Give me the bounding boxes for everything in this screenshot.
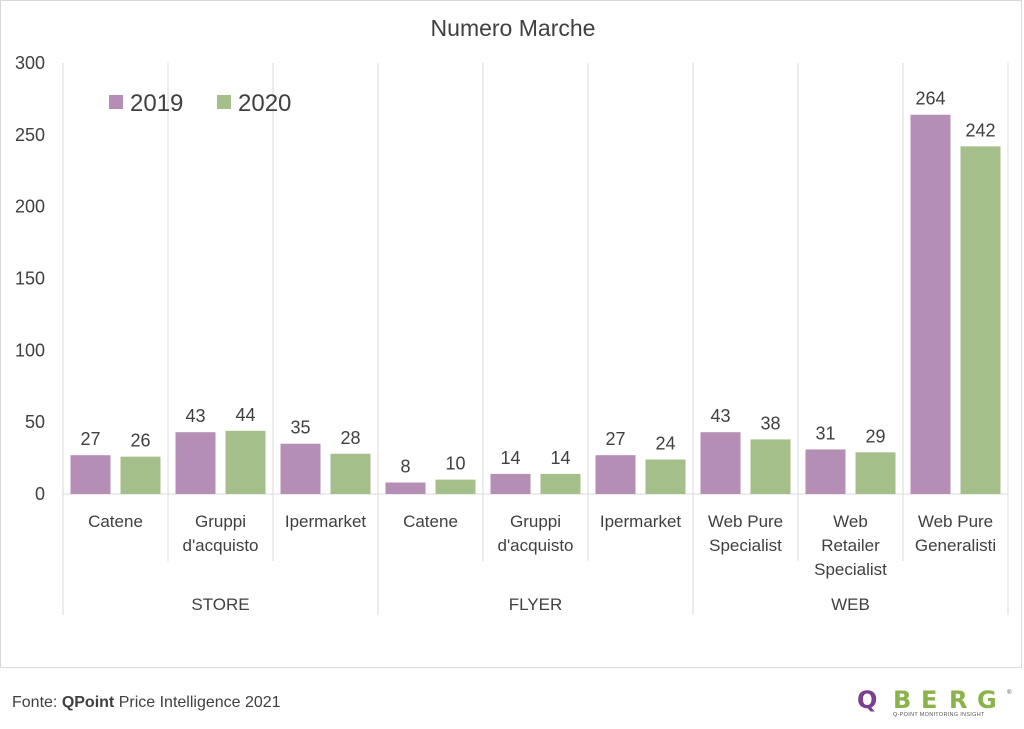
- bar-2020-4: [435, 479, 476, 494]
- data-label-2019-1: 27: [80, 429, 100, 449]
- source-brand: QPoint: [61, 694, 115, 711]
- category-label: Catene: [88, 512, 143, 531]
- category-label: Gruppi: [195, 512, 246, 531]
- bar-2020-9: [960, 146, 1001, 494]
- group-label: STORE: [191, 595, 249, 614]
- bar-2019-7: [700, 432, 741, 494]
- logo-letter: G: [977, 686, 997, 714]
- bar-2019-8: [805, 449, 846, 494]
- group-label: FLYER: [509, 595, 563, 614]
- labels-layer: 27 43 35 8 14 27 43 31 264 26 44 28 10 14 24 38 29 242 Cat…: [80, 89, 996, 614]
- y-tick-label: 0: [35, 484, 45, 504]
- category-label: Retailer: [821, 536, 880, 555]
- chart-title: Numero Marche: [431, 15, 596, 41]
- y-tick-label: 100: [15, 340, 45, 360]
- data-label-2019-8: 31: [815, 423, 835, 443]
- logo-letter: Q: [857, 686, 877, 714]
- category-label: Web Pure: [918, 512, 993, 531]
- legend-label-2020: 2020: [238, 90, 291, 117]
- category-label: Gruppi: [510, 512, 561, 531]
- category-label: Web: [833, 512, 868, 531]
- data-label-2019-6: 27: [605, 429, 625, 449]
- data-label-2019-3: 35: [290, 418, 310, 438]
- category-label: Catene: [403, 512, 458, 531]
- logo-letter: R: [949, 686, 967, 714]
- data-label-2019-5: 14: [500, 448, 520, 468]
- bar-2020-5: [540, 473, 581, 494]
- logo-letter: E: [921, 686, 937, 714]
- bars-layer: [70, 114, 1001, 494]
- category-label: Ipermarket: [285, 512, 367, 531]
- data-label-2020-4: 10: [445, 454, 465, 474]
- category-label: d'acquisto: [497, 536, 573, 555]
- bar-2019-3: [280, 443, 321, 494]
- data-label-2020-8: 29: [865, 426, 885, 446]
- y-tick-label: 200: [15, 197, 45, 217]
- legend-swatch-2020: [217, 95, 231, 109]
- logo-registered-mark: ®: [1007, 689, 1012, 696]
- legend-label-2019: 2019: [130, 90, 183, 117]
- bar-2020-6: [645, 459, 686, 494]
- y-tick-label: 50: [25, 412, 45, 432]
- legend: 2019 2020: [109, 90, 291, 117]
- bar-2020-7: [750, 439, 791, 494]
- source-note: Fonte: QPoint Price Intelligence 2021: [12, 694, 281, 712]
- axis-layer: 0 50 100 150 200 250 300: [15, 53, 1009, 615]
- category-label: Ipermarket: [600, 512, 682, 531]
- bar-2020-8: [855, 452, 896, 494]
- data-label-2019-9: 264: [915, 89, 945, 109]
- y-tick-label: 150: [15, 269, 45, 289]
- category-label: Generalisti: [915, 536, 996, 555]
- bar-2019-2: [175, 432, 216, 494]
- category-label: Specialist: [814, 560, 887, 579]
- data-label-2020-2: 44: [235, 405, 255, 425]
- bar-2020-1: [120, 456, 161, 494]
- category-label: d'acquisto: [182, 536, 258, 555]
- data-label-2020-3: 28: [340, 428, 360, 448]
- bar-2019-6: [595, 455, 636, 494]
- y-tick-label: 300: [15, 53, 45, 73]
- data-label-2020-6: 24: [655, 434, 675, 454]
- bar-2020-2: [225, 430, 266, 494]
- legend-swatch-2019: [109, 95, 123, 109]
- bar-2019-9: [910, 114, 951, 494]
- data-label-2020-5: 14: [550, 448, 570, 468]
- data-label-2019-4: 8: [400, 457, 410, 477]
- bar-2019-1: [70, 455, 111, 494]
- chart-frame: Numero Marche 0 50 100 150 200 250 300 27 43 35 8…: [0, 0, 1022, 668]
- data-label-2020-9: 242: [965, 120, 995, 140]
- bar-2020-3: [330, 453, 371, 494]
- y-tick-label: 250: [15, 125, 45, 145]
- data-label-2020-7: 38: [760, 413, 780, 433]
- bar-2019-4: [385, 482, 426, 494]
- data-label-2019-2: 43: [185, 406, 205, 426]
- group-label: WEB: [831, 595, 870, 614]
- category-label: Web Pure: [708, 512, 783, 531]
- logo-letter: B: [893, 686, 911, 714]
- category-label: Specialist: [709, 536, 782, 555]
- data-label-2019-7: 43: [710, 406, 730, 426]
- data-label-2020-1: 26: [130, 431, 150, 451]
- source-prefix: Fonte:: [12, 694, 62, 711]
- source-rest: Price Intelligence 2021: [114, 694, 281, 711]
- bar-chart: Numero Marche 0 50 100 150 200 250 300 27 43 35 8…: [15, 15, 1009, 615]
- logo-tagline: Q-POINT MONITORING INSIGHT: [893, 712, 985, 718]
- bar-2019-5: [490, 473, 531, 494]
